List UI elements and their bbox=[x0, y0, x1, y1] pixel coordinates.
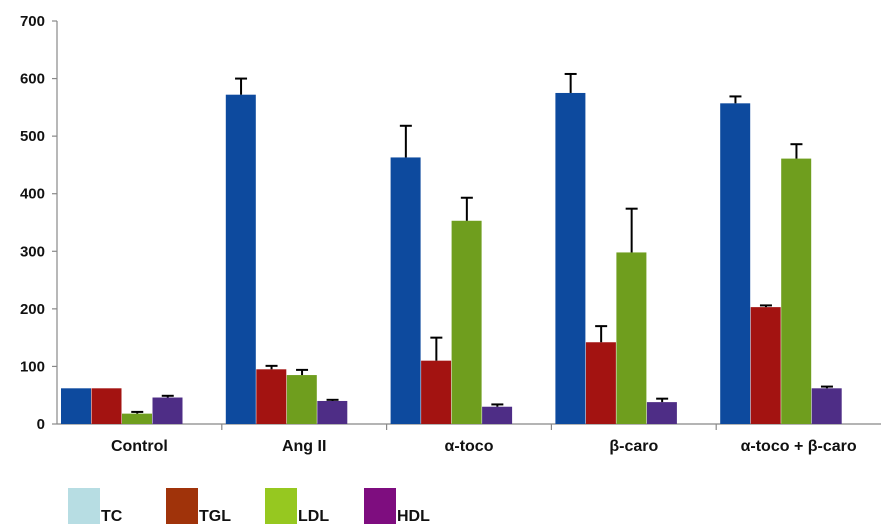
bar-tgl bbox=[586, 342, 616, 424]
legend-swatch-tc bbox=[68, 488, 100, 524]
x-category-label: Ang II bbox=[282, 438, 326, 455]
x-axis-labels: Control Ang II α-toco β-caro α-toco + β-caro bbox=[111, 438, 857, 455]
legend-swatch-hdl bbox=[364, 488, 396, 524]
y-tick-label: 200 bbox=[20, 301, 45, 318]
bar-ldl bbox=[781, 159, 811, 424]
x-category-label: Control bbox=[111, 438, 168, 455]
y-tick-label: 500 bbox=[20, 128, 45, 145]
bar-hdl bbox=[153, 398, 183, 424]
x-category-label: α-toco + β-caro bbox=[741, 438, 857, 455]
bar-tc bbox=[391, 157, 421, 424]
legend-label-hdl: HDL bbox=[397, 508, 430, 524]
y-tick-label: 100 bbox=[20, 358, 45, 375]
bar-tgl bbox=[421, 361, 451, 424]
bar-hdl bbox=[647, 402, 677, 424]
x-category-label: β-caro bbox=[609, 438, 658, 455]
y-tick-label: 700 bbox=[20, 13, 45, 30]
legend: TC TGL LDL HDL bbox=[68, 488, 430, 524]
x-category-label: α-toco bbox=[445, 438, 494, 455]
y-tick-label: 300 bbox=[20, 243, 45, 260]
legend-swatch-ldl bbox=[265, 488, 297, 524]
bar-tgl bbox=[751, 307, 781, 424]
bar-tc bbox=[720, 103, 750, 424]
legend-label-tc: TC bbox=[101, 508, 123, 524]
y-tick-label: 400 bbox=[20, 186, 45, 203]
bar-tc bbox=[226, 95, 256, 424]
bars bbox=[61, 93, 842, 424]
legend-label-tgl: TGL bbox=[199, 508, 231, 524]
bar-ldl bbox=[287, 375, 317, 424]
bar-ldl bbox=[122, 414, 152, 424]
y-tick-label: 0 bbox=[37, 416, 45, 433]
bar-tgl bbox=[92, 388, 122, 424]
bar-tgl bbox=[256, 369, 286, 424]
y-axis-ticks: 0 100 200 300 400 500 600 700 bbox=[20, 13, 57, 433]
y-tick-label: 600 bbox=[20, 71, 45, 88]
bar-hdl bbox=[812, 388, 842, 424]
legend-swatch-tgl bbox=[166, 488, 198, 524]
bar-ldl bbox=[452, 221, 482, 424]
legend-label-ldl: LDL bbox=[298, 508, 329, 524]
bar-tc bbox=[61, 388, 91, 424]
bar-hdl bbox=[482, 407, 512, 424]
bar-tc bbox=[555, 93, 585, 424]
bar-ldl bbox=[616, 252, 646, 424]
bar-hdl bbox=[317, 401, 347, 424]
